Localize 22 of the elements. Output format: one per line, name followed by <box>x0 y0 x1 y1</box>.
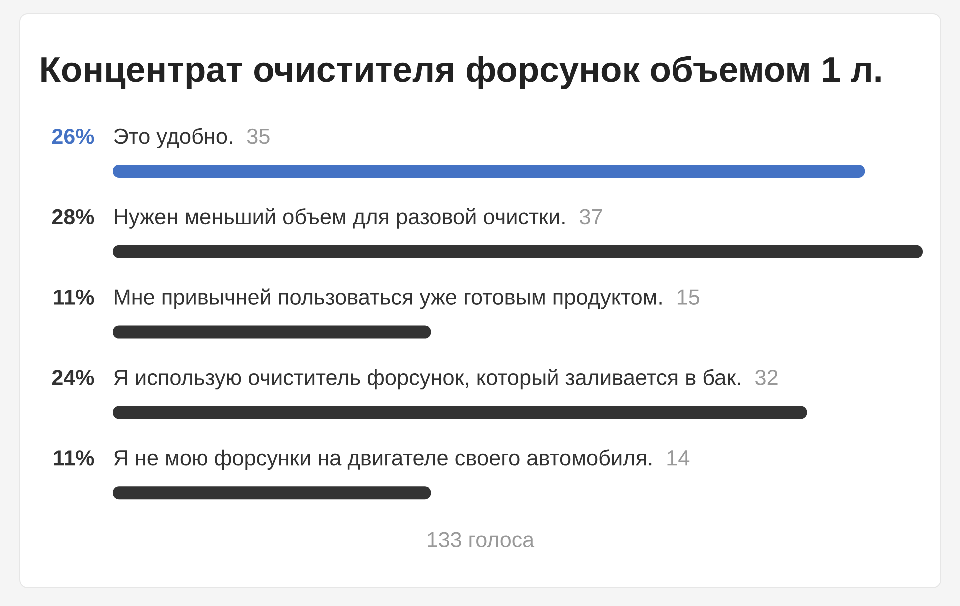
text: 133 голоса <box>428 532 535 548</box>
annotation: 35 <box>247 128 270 144</box>
data-label: 11% <box>54 450 94 466</box>
annotation: 15 <box>678 290 700 305</box>
data-label: 26% <box>52 128 94 144</box>
y-tick-label: Я не мою форсунки на двигателе своего автомобиля. <box>114 450 652 470</box>
bar <box>113 326 432 339</box>
y-tick-label: Нужен меньший объем для разовой очистки. <box>115 208 565 229</box>
y-tick-label: Это удобно. <box>114 128 232 148</box>
y-tick-label: Я использую очиститель форсунок, который заливается в бак. <box>114 369 740 390</box>
annotation: 32 <box>756 370 778 386</box>
bar <box>113 245 923 258</box>
annotation: 37 <box>580 209 602 225</box>
data-label: 28% <box>52 209 94 225</box>
bar <box>113 486 432 500</box>
data-label: 24% <box>52 370 94 386</box>
data-label: 11% <box>54 290 94 305</box>
y-tick-label: Мне привычней пользоваться уже готовым продуктом. <box>115 288 662 310</box>
annotation: 14 <box>668 450 690 466</box>
bar <box>113 164 866 178</box>
chart-title: Концентрат очистителя форсунок объемом 1 л. <box>42 56 881 90</box>
bar <box>113 406 808 420</box>
